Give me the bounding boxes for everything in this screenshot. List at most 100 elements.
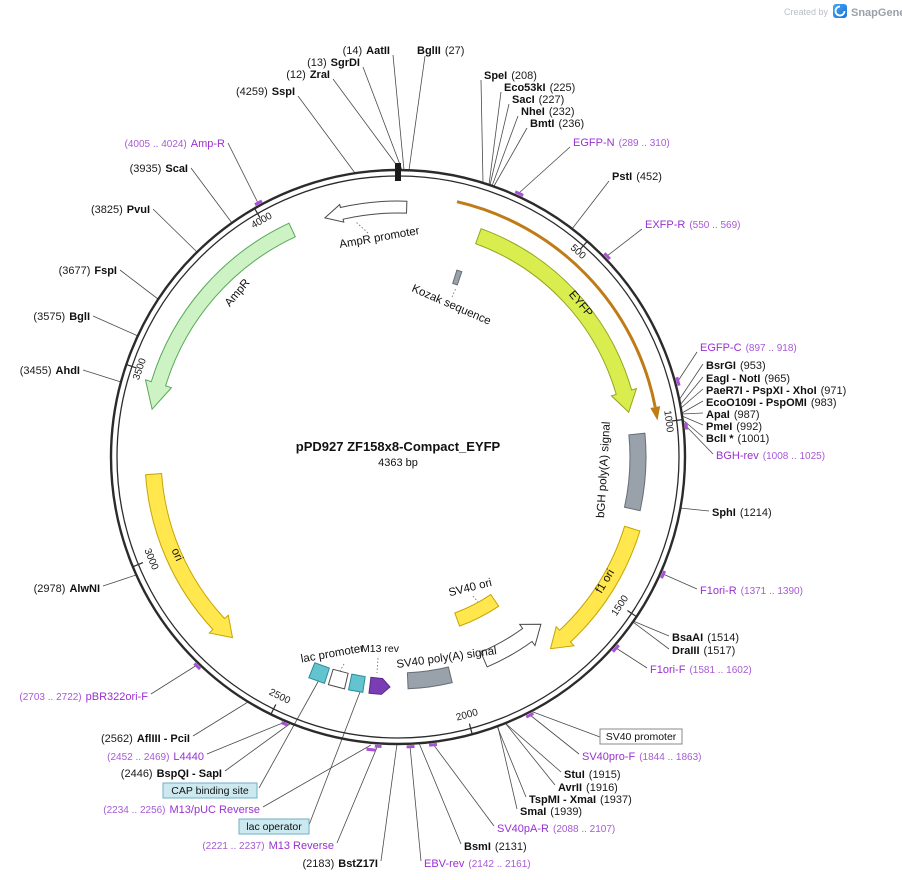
- snapgene-logo-swirl: [834, 5, 846, 17]
- primer-tick-f1ori-f: [611, 644, 620, 653]
- leader-line: [227, 142, 259, 204]
- leader-line: [92, 315, 139, 337]
- enzyme-label-draiii: DraIII (1517): [672, 645, 735, 657]
- enzyme-label-tspmi-xmai: TspMI - XmaI (1937): [529, 794, 632, 806]
- dotted-connector: [355, 221, 369, 234]
- primer-label-pbr322ori-f: (2703 .. 2722) pBR322ori-F: [19, 691, 148, 703]
- sv40-ori-label: SV40 ori: [447, 577, 493, 599]
- dotted-connector: [376, 657, 379, 674]
- plasmid-title-block: pPD927 ZF158x8-Compact_EYFP 4363 bp: [296, 439, 501, 469]
- tick-label-1000: 1000: [661, 410, 675, 434]
- primer-tick-l4440: [280, 721, 289, 727]
- lac-promoter-label: lac promoter: [300, 643, 365, 666]
- leader-line: [224, 722, 292, 772]
- primer-label-egfp-c: EGFP-C (897 .. 918): [700, 342, 797, 354]
- tick-3000: [132, 562, 144, 568]
- primer-label-exfp-r: EXFP-R (550 .. 569): [645, 219, 741, 231]
- tick-500: [579, 240, 588, 250]
- leader-line: [262, 744, 372, 808]
- enzyme-label-scai: (3935) ScaI: [130, 163, 188, 175]
- lac-promoter-block: [327, 668, 349, 690]
- enzyme-label-saci: SacI (227): [512, 94, 564, 106]
- enzyme-label-smai: SmaI (1939): [520, 806, 582, 818]
- plasmid-size: 4363 bp: [378, 457, 418, 469]
- primer-ticks: [193, 190, 689, 752]
- enzyme-label-afliii-pcii: (2562) AflIII - PciI: [101, 733, 190, 745]
- leader-line: [679, 376, 704, 406]
- primer-label-m13-reverse: (2221 .. 2237) M13 Reverse: [202, 840, 334, 852]
- enzyme-label-bsaai: BsaAI (1514): [672, 632, 739, 644]
- boxed-labels: SV40 promoter lac operator CAP binding s…: [162, 728, 683, 835]
- enzyme-label-zrai: (12) ZraI: [286, 69, 330, 81]
- leader-line: [662, 573, 698, 590]
- leader-line: [615, 647, 648, 669]
- leader-line: [206, 721, 286, 755]
- primer-tick-sv40pa-r: [428, 742, 438, 747]
- enzyme-label-apai: ApaI (987): [706, 409, 760, 421]
- leader-line: [681, 415, 704, 426]
- m13-rev-label: M13 rev: [361, 643, 400, 655]
- primer-tick-egfp-c: [675, 376, 681, 386]
- enzyme-label-sspi: (4259) SspI: [236, 86, 295, 98]
- primer-tick-egfp-n: [514, 190, 524, 197]
- kozak-marker: [452, 269, 463, 286]
- f1-ori-arrow: [549, 525, 641, 650]
- primer-tick-m13-puc-reverse: [366, 747, 376, 752]
- enzyme-label-spei: SpeI (208): [484, 70, 537, 82]
- tick-label-1500: 1500: [610, 593, 632, 618]
- leader-line: [491, 115, 519, 187]
- leader-line: [336, 744, 379, 844]
- cap-binding-site-box: [162, 782, 258, 799]
- leader-line: [504, 722, 562, 773]
- leader-line: [571, 180, 610, 230]
- cds-arc-arrowhead: [650, 406, 661, 421]
- leader-line: [679, 507, 710, 512]
- leader-line: [297, 95, 356, 174]
- ori-label: ori: [169, 547, 185, 564]
- tick-2500: [270, 704, 277, 715]
- bgh-polya-label: bGH poly(A) signal: [595, 421, 613, 518]
- leader-line: [606, 228, 643, 257]
- leader-line: [529, 714, 580, 755]
- enzyme-label-avrii: AvrII (1916): [558, 782, 618, 794]
- leader-line: [681, 400, 704, 414]
- primer-labels: (4005 .. 4024) Amp-R EGFP-N (289 .. 310) E…: [19, 137, 825, 870]
- lac-operator-block: [347, 673, 366, 693]
- leader-line: [102, 574, 137, 587]
- primer-label-bgh-rev: BGH-rev (1008 .. 1025): [716, 450, 825, 462]
- sv40-promoter-box-label: SV40 promoter: [606, 731, 677, 743]
- tick-label-4000: 4000: [249, 210, 274, 231]
- primer-label-ebv-rev: EBV-rev (2142 .. 2161): [424, 858, 531, 870]
- enzyme-label-pvui: (3825) PvuI: [91, 204, 150, 216]
- enzyme-label-ecoo109i-pspomi: EcoO109I - PspOMI (983): [706, 397, 837, 409]
- ampr-promoter-arrow: [323, 200, 408, 223]
- enzyme-label-fspi: (3677) FspI: [59, 265, 117, 277]
- primer-label-f1ori-f: F1ori-F (1581 .. 1602): [650, 664, 752, 676]
- enzyme-label-psti: PstI (452): [612, 171, 662, 183]
- leader-line: [532, 711, 601, 738]
- tick-1500: [627, 610, 637, 618]
- primer-label-sv40pa-r: SV40pA-R (2088 .. 2107): [497, 823, 615, 835]
- leader-line: [190, 167, 233, 224]
- enzyme-label-pmei: PmeI (992): [706, 421, 762, 433]
- leader-line: [192, 701, 249, 737]
- leader-line: [119, 269, 159, 300]
- leader-line: [362, 66, 403, 171]
- enzyme-label-aatii: (14) AatII: [343, 45, 390, 57]
- sv40-polya-block: [406, 666, 453, 690]
- lac-operator-box: [238, 818, 310, 835]
- snapgene-watermark: Created by SnapGene: [784, 4, 902, 19]
- primer-tick-exfp-r: [603, 252, 611, 261]
- enzyme-label-alwni: (2978) AlwNI: [34, 583, 100, 595]
- leader-line: [681, 412, 704, 415]
- leader-line: [408, 55, 426, 171]
- cap-binding-site-block: [308, 662, 331, 685]
- tick-1000: [671, 419, 683, 422]
- primer-label-sv40pro-f: SV40pro-F (1844 .. 1863): [582, 751, 701, 763]
- enzyme-label-bsrgi: BsrGI (953): [706, 360, 766, 372]
- leader-lines: [82, 54, 714, 862]
- enzyme-label-eco53ki: Eco53kI (225): [504, 82, 575, 94]
- tick-label-3000: 3000: [141, 547, 160, 572]
- cap-binding-site-box-label: CAP binding site: [171, 785, 249, 797]
- enzyme-label-paer7i-pspxi-xhoi: PaeR7I - PspXI - XhoI (971): [706, 385, 846, 397]
